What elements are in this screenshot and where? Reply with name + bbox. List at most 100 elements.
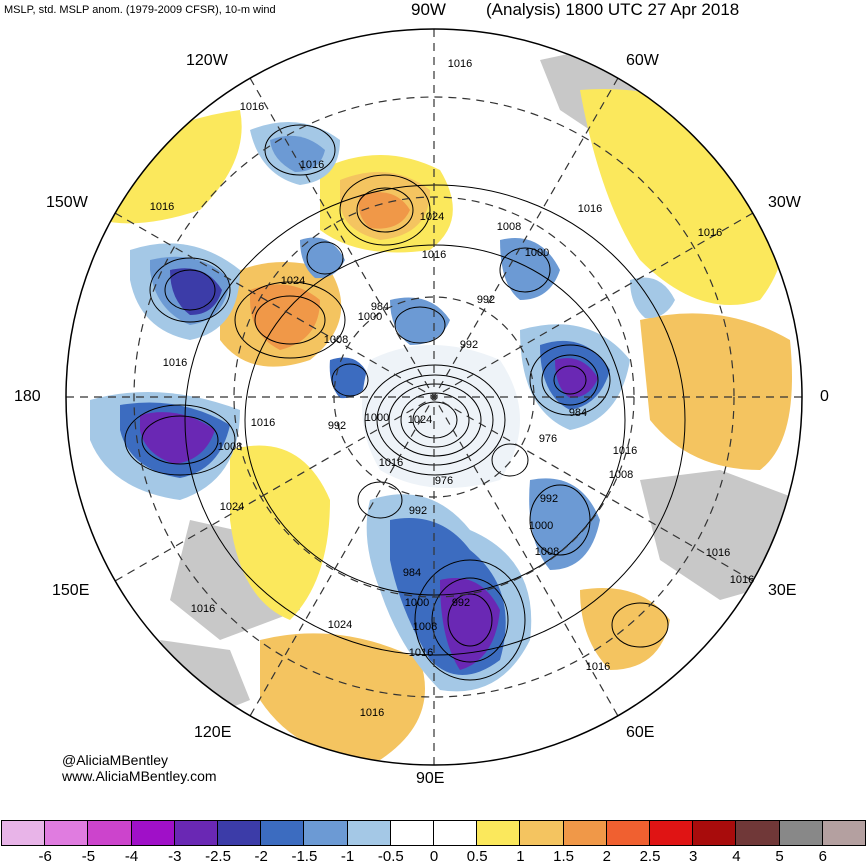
warm-anomaly: [260, 633, 425, 760]
colorbar-swatch: [821, 820, 867, 846]
isobar-label: 992: [477, 294, 495, 306]
colorbar-swatch: [778, 820, 823, 846]
colorbar-tick-label: -3: [168, 848, 182, 865]
cool-anomaly: [329, 357, 370, 399]
colorbar-swatch: [605, 820, 651, 846]
colorbar-swatch: [519, 820, 564, 846]
colorbar-swatch: [87, 820, 132, 846]
isobar-label: 1016: [613, 445, 637, 457]
isobar-label: 992: [452, 597, 470, 609]
warm-anomaly: [358, 192, 410, 229]
isobar-label: 1016: [251, 417, 275, 429]
longitude-label-150w: 150W: [46, 194, 88, 211]
isobar-label: 1008: [413, 621, 437, 633]
colorbar-swatch: [433, 820, 478, 846]
valid-time-title: (Analysis) 1800 UTC 27 Apr 2018: [486, 0, 740, 19]
map-title: MSLP, std. MSLP anom. (1979-2009 CFSR), …: [4, 4, 276, 16]
land-area: [160, 640, 250, 720]
colorbar-tick-label: 0: [429, 848, 439, 865]
isobar-label: 1016: [698, 227, 722, 239]
colorbar-tick-label: 4: [732, 848, 741, 865]
longitude-label-60w: 60W: [626, 52, 659, 69]
isobar-label: 1016: [409, 647, 433, 659]
isobar-label: 992: [328, 420, 346, 432]
isobar-label: 1016: [578, 203, 602, 215]
isobar-label: 1008: [535, 546, 559, 558]
longitude-label-30e: 30E: [768, 582, 797, 599]
longitude-label-150e: 150E: [52, 582, 90, 599]
colorbar-tick-label: -0.5: [377, 848, 404, 865]
colorbar-swatch: [692, 820, 737, 846]
isobar-label: 1024: [328, 619, 352, 631]
colorbar-tick-label: 3: [689, 848, 698, 865]
isobar-label: 1000: [365, 412, 389, 424]
colorbar-swatch: [173, 820, 219, 846]
isobar-label: 1016: [448, 58, 472, 70]
colorbar-swatch: [217, 820, 262, 846]
isobar-label: 1000: [405, 597, 429, 609]
colorbar-tick-label: 1.5: [553, 848, 575, 865]
anomaly-colorbar: [1, 820, 867, 846]
colorbar-tick-label: -5: [81, 848, 96, 865]
top-longitude-label: 90W: [411, 0, 446, 19]
isobar-label: 1016: [360, 707, 384, 719]
colorbar-swatch: [476, 820, 521, 846]
colorbar-swatch: [260, 820, 305, 846]
longitude-label-90e: 90E: [416, 770, 445, 787]
isobar-label: 1016: [730, 574, 754, 586]
cool-anomaly: [140, 412, 215, 464]
colorbar-swatch: [735, 820, 780, 846]
cool-anomaly: [529, 478, 600, 570]
isobar-label: 1008: [324, 334, 348, 346]
colorbar-swatch: [346, 820, 391, 846]
isobar-label: 984: [569, 407, 587, 419]
isobar-label: 1016: [150, 201, 174, 213]
isobar-label: 1000: [529, 520, 553, 532]
colorbar-tick-label: 1: [516, 848, 525, 865]
warm-anomaly: [640, 313, 792, 470]
colorbar-tick-label: -2: [254, 848, 268, 865]
colorbar-tick-label: -1.5: [291, 848, 318, 865]
isobar-label: 1016: [706, 547, 730, 559]
isobar-label: 1024: [420, 211, 444, 223]
cool-anomaly: [555, 358, 598, 398]
colorbar-tick-label: 2.5: [639, 848, 661, 865]
warm-anomaly: [580, 588, 670, 670]
longitude-label-0: 0: [820, 388, 829, 405]
colorbar-tick-label: -1: [340, 848, 355, 865]
colorbar-swatch: [130, 820, 175, 846]
colorbar-tick-label: -6: [38, 848, 52, 865]
colorbar-tick-label: 6: [818, 848, 827, 865]
warm-anomaly: [230, 445, 330, 620]
isobar-label: 1016: [163, 357, 187, 369]
isobar-label: 1024: [281, 275, 305, 287]
colorbar-tick-label: 0.5: [466, 848, 488, 865]
isobar-label: 1008: [609, 469, 633, 481]
cool-anomaly: [270, 135, 325, 172]
colorbar-swatch: [649, 820, 694, 846]
colorbar-swatch: [1, 820, 46, 846]
warm-anomaly: [100, 110, 242, 224]
longitude-label-120e: 120E: [194, 724, 232, 741]
longitude-label-60e: 60E: [626, 724, 655, 741]
colorbar-tick-label: -4: [124, 848, 139, 865]
isobar-label: 1016: [191, 603, 215, 615]
author-website[interactable]: www.AliciaMBentley.com: [62, 768, 217, 784]
author-handle: @AliciaMBentley: [62, 752, 169, 768]
colorbar-tick-label: 2: [602, 848, 611, 865]
isobar-label: 976: [539, 433, 557, 445]
longitude-label-180: 180: [14, 388, 41, 405]
isobar-label: 1000: [525, 247, 549, 259]
cool-anomaly: [500, 238, 560, 300]
colorbar-swatch: [303, 820, 348, 846]
isobar-label: 1008: [218, 441, 242, 453]
isobar-label: 984: [403, 567, 421, 579]
colorbar-swatch: [389, 820, 435, 846]
colorbar-tick-label: 5: [775, 848, 784, 865]
isobar-label: 1008: [497, 221, 521, 233]
isobar-label: 1016: [422, 249, 446, 261]
colorbar-tick-label: -2.5: [205, 848, 231, 865]
colorbar-swatch: [44, 820, 89, 846]
isobar-label: 1024: [408, 414, 432, 426]
